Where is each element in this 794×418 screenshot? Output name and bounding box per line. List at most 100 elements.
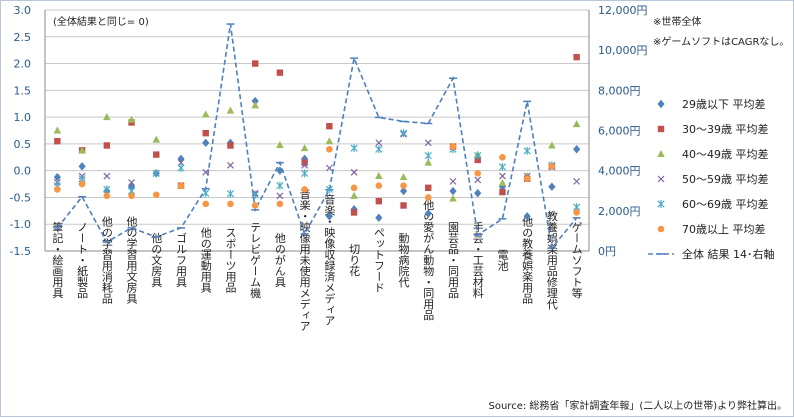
legend-label: 70歳以上 平均差 xyxy=(682,222,766,236)
legend-label: 50～59歳 平均差 xyxy=(682,172,769,186)
data-point-series-2 xyxy=(53,126,62,134)
data-point-series-2 xyxy=(226,106,235,114)
data-point-series-4 xyxy=(276,181,284,190)
y-right-tick-label: 12,000円 xyxy=(598,4,648,17)
y-right-tick-label: 0円 xyxy=(598,245,616,258)
data-point-series-4 xyxy=(251,190,259,199)
y-left-tick-label: 2.0 xyxy=(14,58,32,71)
category-label: 他の教養娯楽用品 xyxy=(521,216,534,304)
data-point-series-1 xyxy=(326,123,333,130)
legend-swatch xyxy=(657,225,665,233)
category-label: 音楽・映像収録済メディア xyxy=(323,193,336,326)
data-point-series-2 xyxy=(399,173,408,181)
data-point-series-5 xyxy=(78,180,86,188)
data-point-series-0 xyxy=(498,182,507,191)
data-point-series-3 xyxy=(301,161,309,169)
data-point-series-5 xyxy=(128,192,135,200)
data-point-series-1 xyxy=(301,159,308,166)
data-point-series-4 xyxy=(152,169,160,178)
y-right-tick-label: 4,000円 xyxy=(598,165,641,178)
category-label: 他のがん具 xyxy=(273,232,286,287)
data-point-series-5 xyxy=(573,209,580,216)
data-point-series-0 xyxy=(350,205,358,214)
data-point-series-2 xyxy=(449,194,457,202)
data-point-series-1 xyxy=(375,197,383,205)
data-point-series-2 xyxy=(251,101,259,109)
category-label: ゴルフ用具 xyxy=(175,231,188,287)
data-point-series-5 xyxy=(54,186,61,193)
data-point-series-5 xyxy=(227,200,234,208)
data-point-series-3 xyxy=(103,172,111,180)
category-label: 他の愛がん動物・同用品 xyxy=(422,199,435,320)
data-point-series-5 xyxy=(400,182,407,189)
data-point-series-0 xyxy=(424,209,432,218)
data-point-series-5 xyxy=(499,153,506,161)
data-point-series-4 xyxy=(325,185,333,194)
data-point-series-1 xyxy=(350,209,358,216)
data-point-series-5 xyxy=(424,194,432,201)
y-left-tick-label: 0.5 xyxy=(14,138,32,151)
category-label: テレビゲーム機 xyxy=(249,222,262,300)
data-point-series-4 xyxy=(523,146,531,155)
y-left-tick-label: 2.5 xyxy=(14,31,32,44)
data-point-series-5 xyxy=(548,163,556,170)
data-point-series-2 xyxy=(548,141,556,149)
data-point-series-3 xyxy=(177,159,185,167)
data-point-series-0 xyxy=(375,213,383,222)
data-point-series-5 xyxy=(301,186,308,193)
data-point-series-2 xyxy=(276,140,284,148)
data-point-series-4 xyxy=(202,189,210,198)
data-point-series-0 xyxy=(53,172,61,182)
data-point-series-3 xyxy=(573,177,581,185)
data-point-series-5 xyxy=(350,184,358,192)
data-point-series-5 xyxy=(251,202,259,209)
data-point-series-1 xyxy=(499,188,506,196)
data-point-series-1 xyxy=(425,184,432,192)
category-label: 切り花 xyxy=(348,243,361,276)
data-point-series-0 xyxy=(399,186,408,196)
data-point-series-0 xyxy=(449,186,457,196)
y-left-tick-label: -1.5 xyxy=(10,245,31,258)
data-point-series-3 xyxy=(350,168,358,176)
data-point-series-4 xyxy=(474,151,482,160)
data-point-series-3 xyxy=(424,139,432,147)
data-point-series-3 xyxy=(375,139,383,147)
data-point-series-3 xyxy=(449,177,457,185)
data-point-series-3 xyxy=(499,172,506,180)
y-left-tick-label: 3.0 xyxy=(14,4,32,17)
source-text: Source: 総務省「家計調査年報」(二人以上の世帯)より弊社算出。 xyxy=(489,399,788,412)
category-label: スポーツ用品 xyxy=(224,227,237,293)
legend-label: 40～49歳 平均差 xyxy=(682,147,769,161)
annotation-text: (全体結果と同じ= 0) xyxy=(53,15,149,28)
data-point-series-5 xyxy=(375,182,383,189)
data-point-series-3 xyxy=(474,176,482,184)
data-point-series-2 xyxy=(424,158,433,166)
y-left-tick-label: 1.0 xyxy=(14,111,32,124)
data-point-series-1 xyxy=(400,202,407,209)
data-point-series-4 xyxy=(226,189,235,198)
chart-note: ※世帯全体 xyxy=(653,15,701,28)
data-point-series-2 xyxy=(375,172,383,180)
data-point-series-4 xyxy=(498,162,507,171)
y-left-tick-label: 1.5 xyxy=(14,84,32,97)
y-right-tick-label: 2,000円 xyxy=(598,205,641,218)
legend-swatch xyxy=(657,99,665,109)
data-point-series-2 xyxy=(325,137,334,145)
series-line-total xyxy=(56,23,578,250)
data-point-series-4 xyxy=(177,163,185,172)
y-left-tick-label: -1.0 xyxy=(10,218,31,231)
data-point-series-2 xyxy=(152,135,161,143)
data-point-series-0 xyxy=(276,166,284,175)
legend-swatch xyxy=(657,200,665,208)
data-point-series-5 xyxy=(177,182,185,189)
y-right-tick-label: 10,000円 xyxy=(598,44,648,57)
legend-label: 30～39歳 平均差 xyxy=(682,122,769,136)
legend-label: 29歳以下 平均差 xyxy=(682,97,766,111)
data-point-series-0 xyxy=(251,96,259,106)
category-label: 教養娯楽用品修理代 xyxy=(545,210,558,310)
legend-swatch xyxy=(657,175,665,183)
category-label: 他の文房具 xyxy=(150,232,163,287)
data-point-series-0 xyxy=(78,162,86,171)
category-label: 他の学習用消耗品 xyxy=(100,216,113,304)
